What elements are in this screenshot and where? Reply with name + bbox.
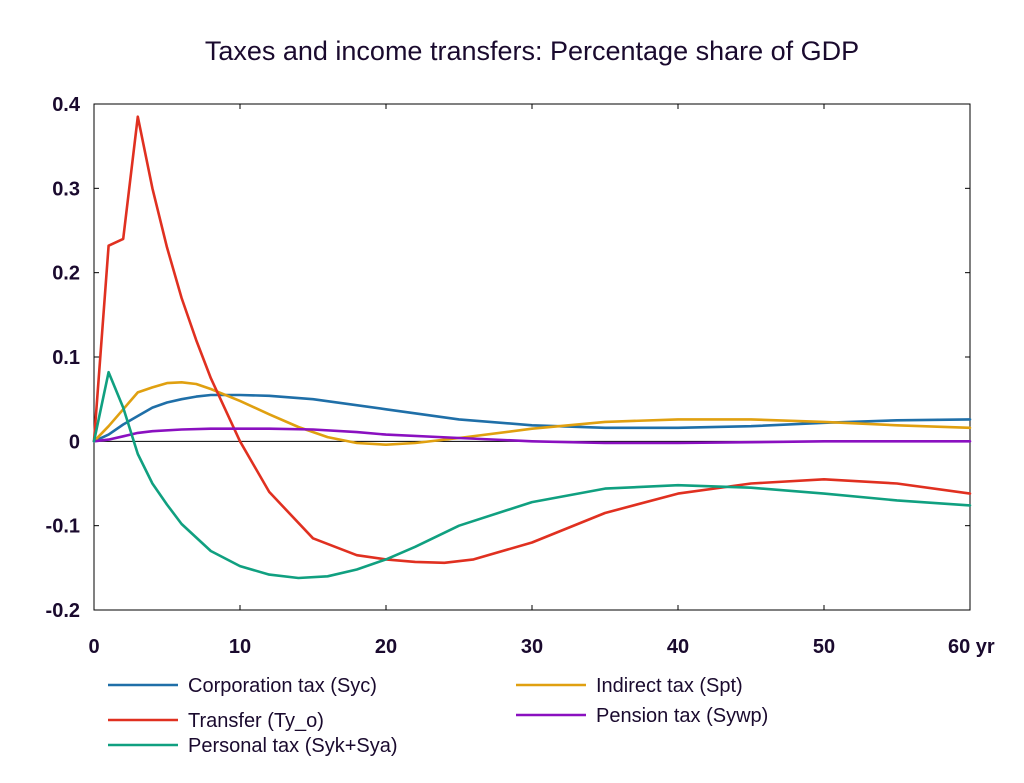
legend-label-pension-tax-sywp: Pension tax (Sywp) xyxy=(596,705,768,727)
y-tick-label: -0.2 xyxy=(46,600,80,622)
x-tick-label: 60 yr xyxy=(948,636,995,658)
x-tick-label: 10 xyxy=(229,636,251,658)
series-line-corporation-tax-syc xyxy=(92,393,972,443)
legend-label-transfer-ty-o: Transfer (Ty_o) xyxy=(188,710,324,732)
legend: Corporation tax (Syc) Transfer (Ty_o) Pers… xyxy=(108,675,768,757)
y-tick-label: 0.3 xyxy=(52,178,80,200)
x-tick-label: 20 xyxy=(375,636,397,658)
legend-label-personal-tax-syk-sya: Personal tax (Syk+Sya) xyxy=(188,735,398,757)
series-line-indirect-tax-spt xyxy=(92,381,972,446)
y-tick-label: -0.1 xyxy=(46,516,80,538)
y-tick-label: 0.1 xyxy=(52,347,80,369)
series-line-pension-tax-sywp xyxy=(92,427,972,445)
x-tick-label: 0 xyxy=(88,636,99,658)
series-line-transfer-ty-o xyxy=(92,115,972,565)
chart-title: Taxes and income transfers: Percentage s… xyxy=(205,36,859,66)
series-line-personal-tax-syk-sya xyxy=(92,370,972,580)
x-tick-label: 50 xyxy=(813,636,835,658)
legend-label-indirect-tax-spt: Indirect tax (Spt) xyxy=(596,675,743,697)
legend-label-corporation-tax-syc: Corporation tax (Syc) xyxy=(188,675,377,697)
y-tick-label: 0 xyxy=(69,431,80,453)
plot-frame xyxy=(93,103,971,611)
y-tick-label: 0.2 xyxy=(52,263,80,285)
y-tick-label: 0.4 xyxy=(52,94,81,116)
x-tick-label: 30 xyxy=(521,636,543,658)
x-tick-label: 40 xyxy=(667,636,689,658)
plot-area: -0.2 -0.1 0 0.1 0.2 0.3 0.4 0 10 20 30 40 50 60 yr xyxy=(46,94,995,658)
